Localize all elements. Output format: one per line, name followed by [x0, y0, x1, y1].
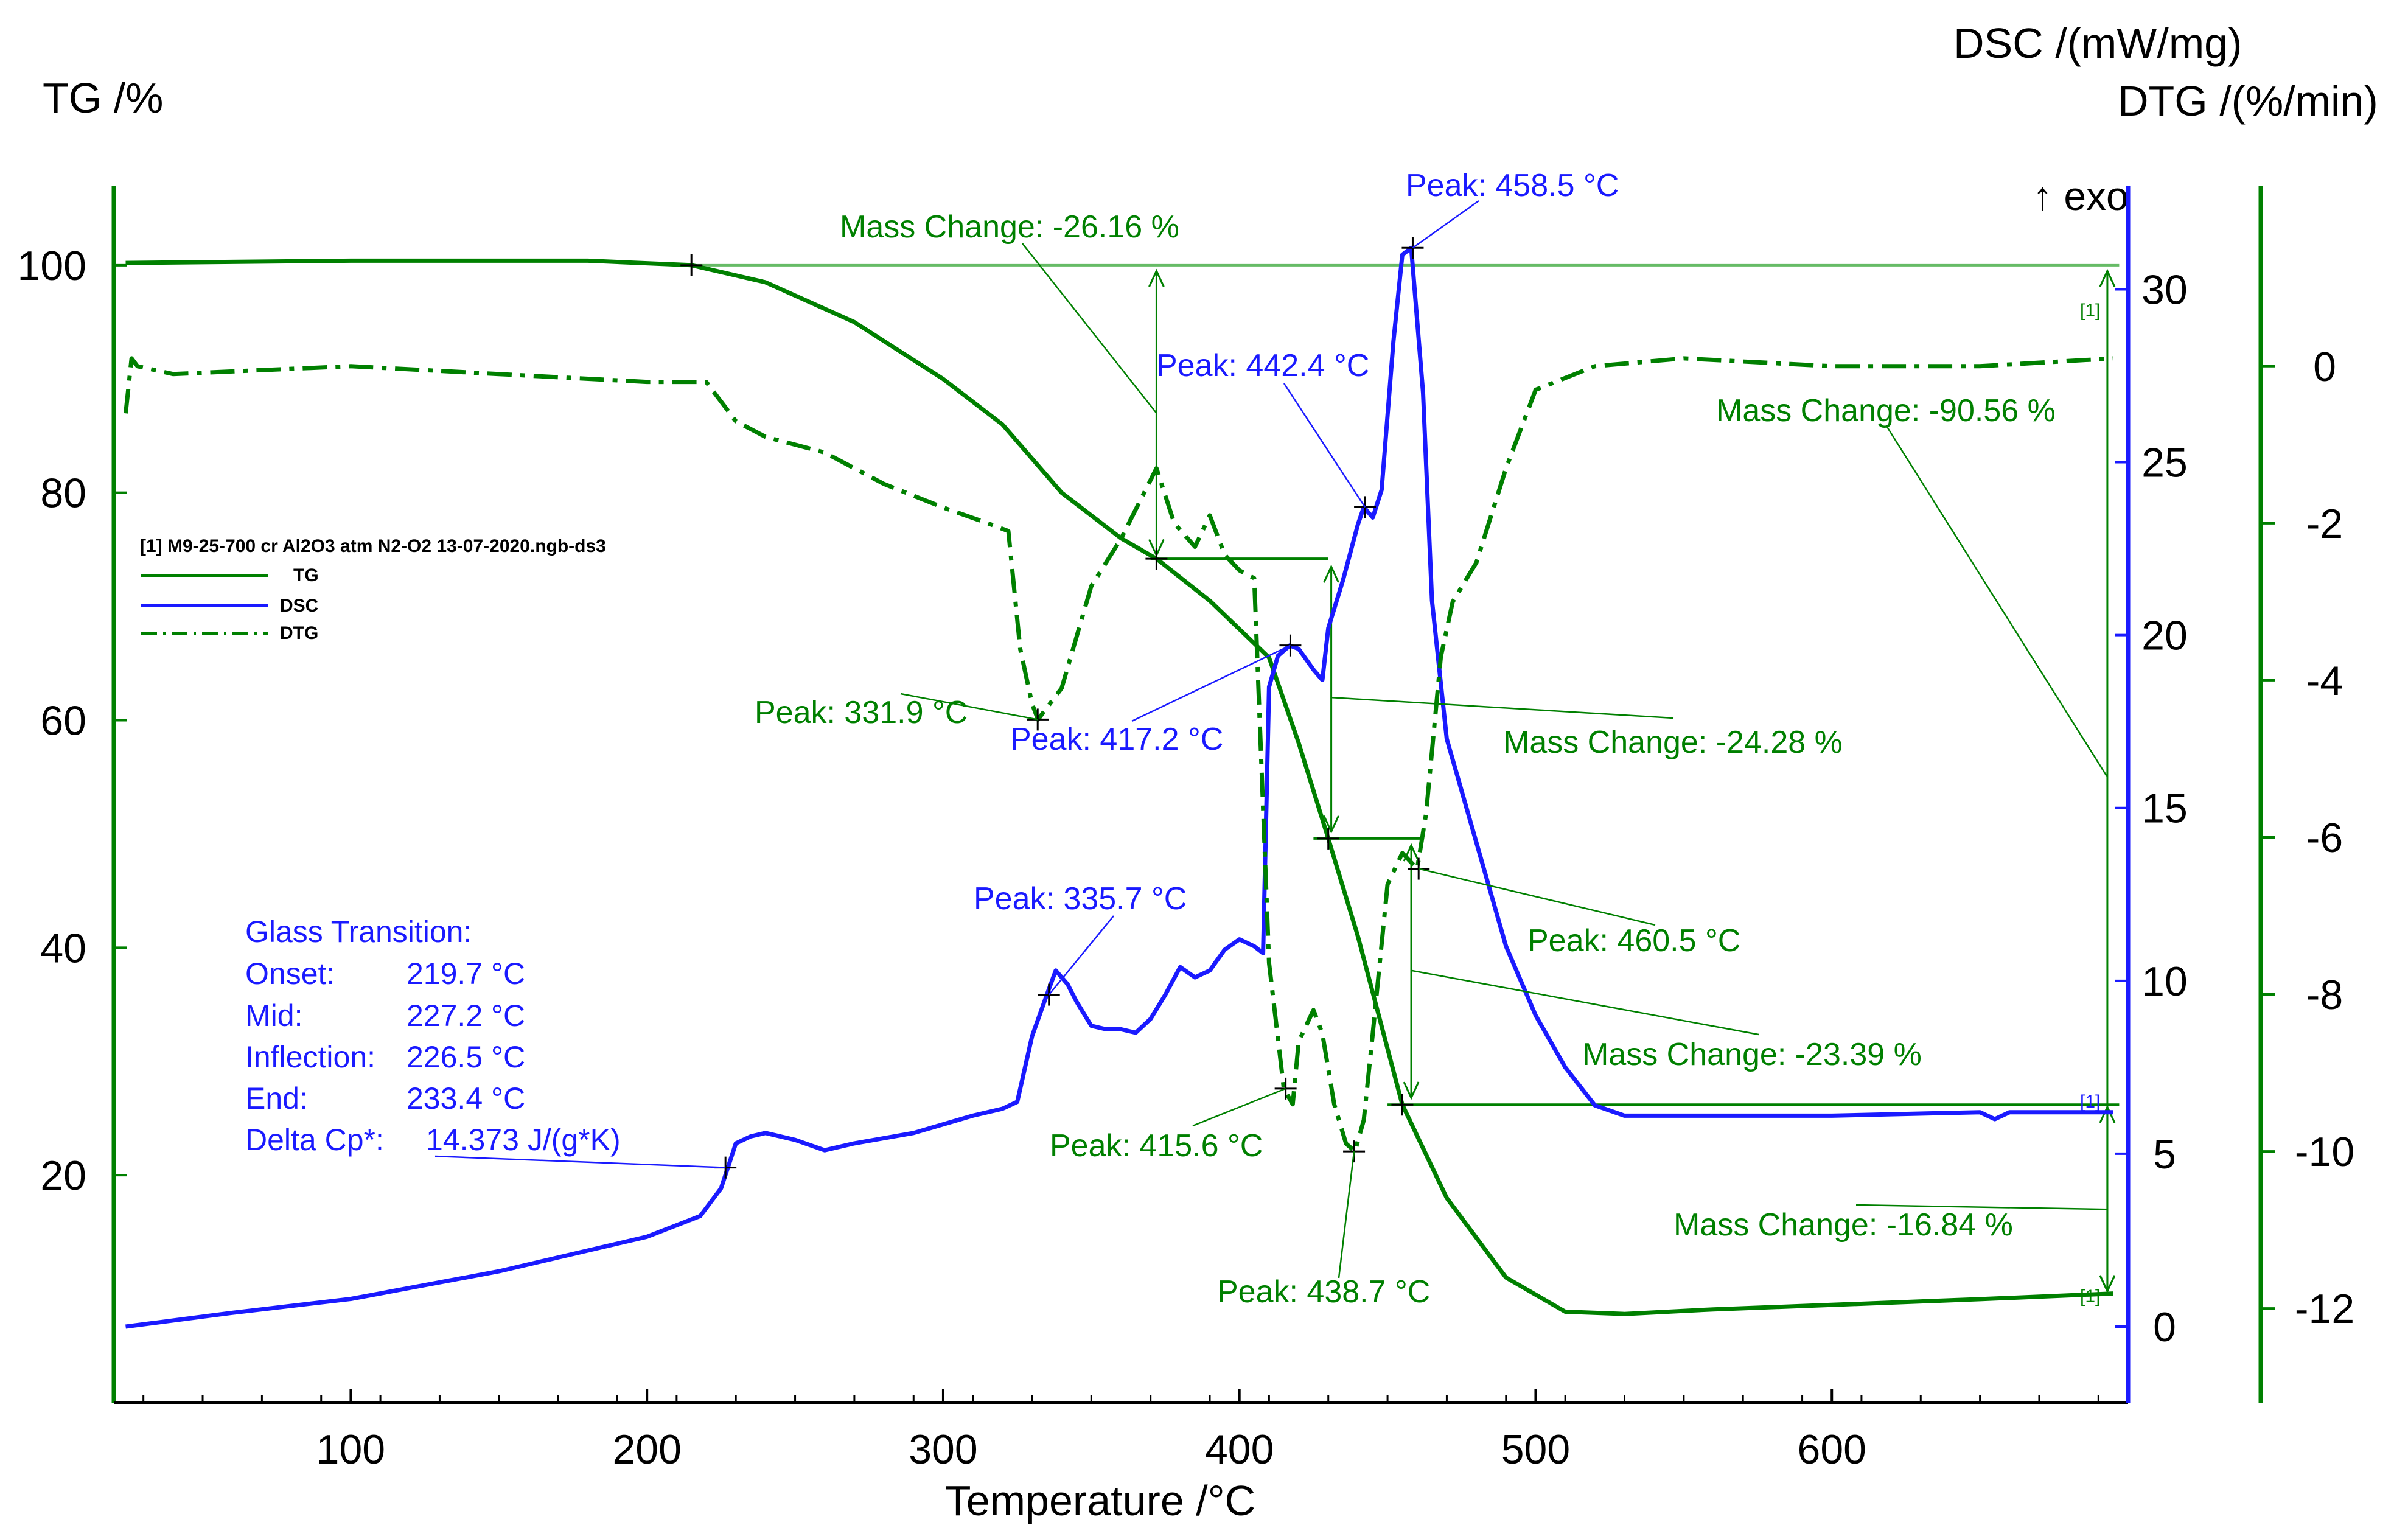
annotation-leader: [1885, 425, 2108, 778]
dsc-tick-label: 25: [2141, 440, 2188, 486]
annotation-label: Mass Change: -26.16 %: [840, 209, 1179, 245]
dsc-tick-label: 5: [2153, 1131, 2176, 1178]
annotation-label: Mass Change: -90.56 %: [1716, 393, 2056, 428]
annotation-leader: [1418, 868, 1656, 926]
arrow-90-head-top: [2099, 268, 2116, 287]
annotation-leader: [1855, 1204, 2107, 1210]
dtg-tick-label: -2: [2306, 501, 2343, 547]
series-tg: [125, 258, 2113, 1316]
series-dsc: [125, 245, 2113, 1329]
annotation-label: Mass Change: -16.84 %: [1673, 1207, 2013, 1243]
gt-end-label: End:: [245, 1081, 308, 1115]
dtg-axis-label: DTG /(%/min): [2118, 77, 2378, 125]
gt-leader: [434, 1155, 726, 1168]
tg-end-marker: [1]: [2080, 1286, 2100, 1307]
annotation-label: Peak: 415.6 °C: [1050, 1128, 1263, 1164]
gt-inflection-value: 226.5 °C: [407, 1040, 525, 1074]
arrow-24-head-top: [1323, 564, 1339, 583]
gt-deltacp-label: Delta Cp*:: [245, 1123, 384, 1157]
annotation-label: Peak: 460.5 °C: [1527, 923, 1740, 958]
dtg-end-marker: [1]: [2080, 301, 2100, 321]
x-tick-label: 300: [909, 1426, 977, 1473]
dtg-tick-label: 0: [2313, 344, 2336, 390]
annotation-leader: [900, 693, 1038, 721]
x-axis-label: Temperature /°C: [945, 1477, 1255, 1524]
gt-mid-label: Mid:: [245, 999, 302, 1033]
tg-tick-label: 80: [40, 470, 86, 517]
dtg-tick-label: -6: [2306, 815, 2343, 861]
x-tick-label: 100: [316, 1426, 385, 1473]
tg-axis-label: TG /%: [43, 74, 163, 122]
annotation-leader: [1411, 969, 1759, 1036]
legend-file-label: [1] M9-25-700 cr Al2O3 atm N2-O2 13-07-2…: [140, 536, 606, 556]
annotation-leader: [1048, 915, 1114, 996]
annotation-leader: [1283, 383, 1366, 508]
annotation-label: Peak: 331.9 °C: [755, 695, 968, 730]
annotation-leader: [1022, 243, 1157, 414]
tg-tick-label: 100: [18, 243, 86, 289]
arrow-16-head-top: [2099, 1105, 2116, 1123]
gt-onset-value: 219.7 °C: [407, 957, 525, 991]
annotation-label: Peak: 438.7 °C: [1217, 1274, 1430, 1310]
gt-title: Glass Transition:: [245, 915, 472, 949]
dsc-tick-label: 0: [2153, 1304, 2176, 1350]
dsc-end-marker: [1]: [2080, 1092, 2100, 1112]
annotation-label: Mass Change: -24.28 %: [1503, 725, 1843, 760]
x-tick-label: 400: [1205, 1426, 1274, 1473]
tg-tick-label: 40: [40, 925, 86, 971]
legend-dtg-label: DTG: [280, 623, 318, 643]
dtg-tick-label: -12: [2295, 1286, 2354, 1332]
dtg-tick-label: -4: [2306, 658, 2343, 704]
arrow-23-head-bottom: [1403, 1081, 1420, 1100]
annotation-leader: [1412, 200, 1479, 249]
annotation-label: Peak: 442.4 °C: [1156, 348, 1369, 383]
glass-transition-block: Glass Transition: Onset: 219.7 °C Mid: 2…: [245, 915, 621, 1157]
gt-inflection-label: Inflection:: [245, 1040, 375, 1074]
gt-end-value: 233.4 °C: [407, 1081, 525, 1115]
dtg-tick-label: -10: [2295, 1129, 2354, 1175]
annotation-label: Peak: 417.2 °C: [1010, 722, 1223, 757]
dsc-tick-label: 20: [2141, 613, 2188, 659]
legend-dsc-label: DSC: [280, 596, 318, 616]
gt-mid-value: 227.2 °C: [407, 999, 525, 1033]
arrow-26-head-top: [1148, 268, 1165, 287]
dsc-tick-label: 10: [2141, 958, 2188, 1005]
gt-onset-label: Onset:: [245, 957, 335, 991]
tg-tick-label: 60: [40, 698, 86, 744]
annotation-leader: [1192, 1087, 1286, 1127]
tg-tick-label: 20: [40, 1153, 86, 1199]
arrow-16-head-bottom: [2099, 1275, 2116, 1294]
dsc-axis-label: DSC /(mW/mg): [1953, 19, 2242, 67]
annotation-label: Peak: 458.5 °C: [1406, 168, 1619, 203]
gt-deltacp-value: 14.373 J/(g*K): [426, 1123, 621, 1157]
exo-label: ↑ exo: [2033, 173, 2129, 218]
legend: [1] M9-25-700 cr Al2O3 atm N2-O2 13-07-2…: [140, 536, 606, 643]
x-tick-label: 500: [1501, 1426, 1570, 1473]
dsc-tick-label: 15: [2141, 786, 2188, 832]
x-tick-label: 200: [612, 1426, 681, 1473]
annotation-label: Peak: 335.7 °C: [974, 881, 1187, 916]
series-dtg: [124, 356, 2113, 1154]
annotation-label: Mass Change: -23.39 %: [1582, 1037, 1922, 1072]
legend-tg-label: TG: [293, 565, 319, 585]
annotation-leader: [1338, 1151, 1355, 1279]
annotation-leader: [1331, 696, 1674, 719]
arrow-24-head-bottom: [1323, 815, 1339, 834]
annotation-leader: [1131, 644, 1291, 722]
dsc-tick-label: 30: [2141, 267, 2188, 313]
dtg-tick-label: -8: [2306, 972, 2343, 1018]
x-tick-label: 600: [1798, 1426, 1866, 1473]
